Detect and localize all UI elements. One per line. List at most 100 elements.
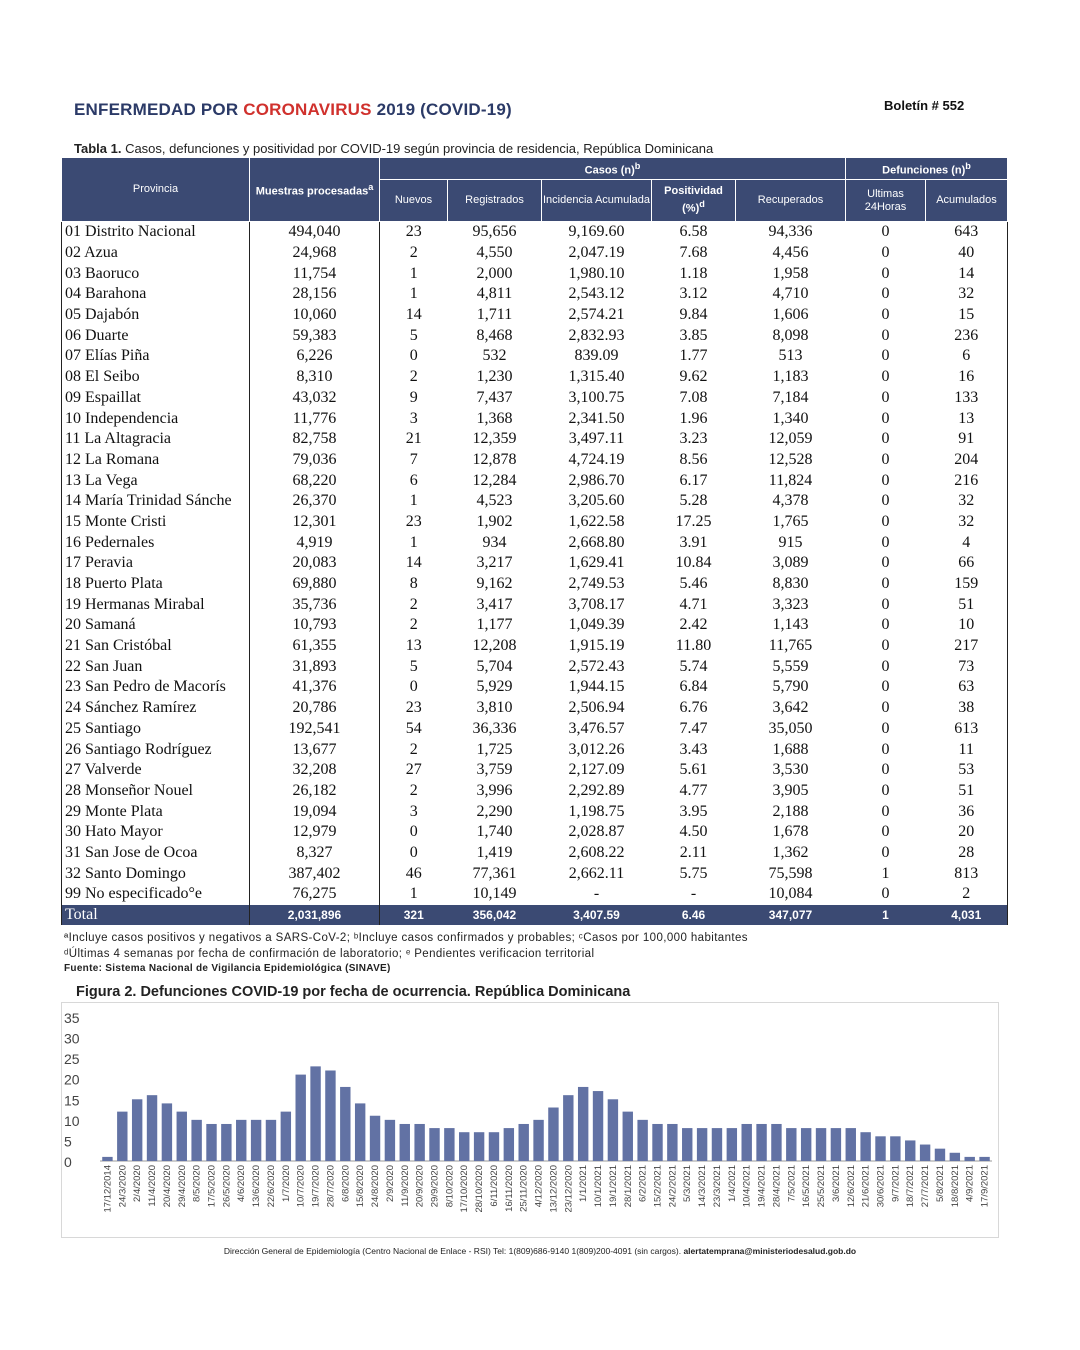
bar (399, 1123, 410, 1161)
cell-provincia: 99 No especificado°e (61, 884, 250, 905)
cell-muestras: 4,919 (249, 532, 380, 553)
cell-registrados: 3,217 (476, 554, 513, 572)
x-tick-label: 4/9/2021 (965, 1165, 976, 1202)
total-row: Total 2,031,896 321 356,042 3,407.59 6.46 347,… (61, 904, 1008, 925)
cell-positividad: 3.85 (679, 326, 708, 344)
cell-muestras: 31,893 (249, 656, 380, 678)
cell-provincia: 04 Barahona (61, 284, 250, 305)
cell-nuevos: 2 (409, 595, 418, 613)
x-tick-label: 28/4/2021 (771, 1165, 782, 1207)
bar (890, 1136, 901, 1161)
cell-incidencia: 2,574.21 (568, 306, 625, 324)
data-source: Fuente: Sistema Nacional de Vigilancia E… (64, 963, 391, 974)
cell-incidencia: 3,205.60 (568, 492, 625, 510)
bar (934, 1148, 946, 1161)
cell-registrados: 95,656 (472, 223, 517, 241)
x-tick-label: 25/11/2020 (519, 1165, 530, 1212)
table-row: 06 Duarte 59,383 5 8,468 2,832.93 3.85 8,098 0 2… (61, 325, 1008, 347)
cell-muestras: 13,677 (249, 739, 380, 760)
cell-ultimas: 0 (881, 471, 890, 489)
cell-provincia: 25 Santiago (61, 718, 250, 740)
cell-acumulados: 36 (925, 801, 1008, 822)
cell-muestras: 2,031,896 (249, 904, 380, 925)
x-tick-label: 30/6/2021 (876, 1165, 887, 1207)
cell-muestras: 11,776 (249, 408, 380, 429)
cell-recuperados: 1,362 (772, 843, 809, 861)
cell-registrados: 12,208 (472, 637, 517, 655)
bar (711, 1128, 723, 1161)
cell-nuevos: 0 (409, 678, 418, 696)
x-tick-label: 18/8/2021 (950, 1165, 961, 1207)
x-tick-label: 28/7/2020 (325, 1165, 336, 1207)
cell-ultimas: 0 (881, 285, 890, 303)
bar (696, 1128, 708, 1161)
cases-table: Provincia Muestras procesadasa Casos (n)… (61, 157, 1008, 925)
cell-registrados: 12,284 (472, 471, 517, 489)
x-tick-label: 10/1/2021 (593, 1165, 604, 1207)
cell-muestras: 32,208 (249, 759, 380, 781)
cell-registrados: 4,550 (476, 244, 513, 262)
cell-muestras: 20,083 (249, 553, 380, 574)
deaths-chart: 0 5 10 15 20 25 30 35 17/12/2014 24/3/2020 2/4/202… (61, 1002, 999, 1238)
header-incidencia: Incidencia Acumulada (541, 179, 652, 222)
cell-recuperados: 11,765 (768, 637, 813, 655)
x-tick-label: 3/6/2021 (831, 1165, 842, 1202)
cell-recuperados: 1,606 (772, 306, 809, 324)
bar (518, 1123, 529, 1161)
cell-nuevos: 54 (405, 719, 422, 737)
bar (964, 1156, 975, 1161)
cell-positividad: 5.61 (679, 761, 708, 779)
cell-muestras: 10,793 (249, 615, 380, 636)
cell-recuperados: 1,765 (772, 512, 809, 530)
y-tick-label: 10 (64, 1113, 80, 1129)
x-tick-label: 10/7/2020 (296, 1165, 307, 1207)
bar (236, 1119, 247, 1161)
cell-registrados: 1,711 (476, 306, 513, 324)
cell-ultimas: 0 (881, 533, 890, 551)
cell-muestras: 12,979 (249, 821, 380, 843)
cell-acumulados: 20 (925, 821, 1008, 843)
cell-incidencia: 1,315.40 (568, 368, 625, 386)
cell-nuevos: 46 (405, 864, 422, 882)
cell-recuperados: 75,598 (768, 864, 813, 882)
cell-provincia: 27 Valverde (61, 759, 250, 781)
cell-positividad: 5.75 (679, 864, 708, 882)
cell-registrados: 934 (482, 533, 507, 551)
cell-provincia: 14 María Trinidad Sánche (61, 490, 250, 512)
cell-acumulados: 14 (925, 263, 1008, 285)
x-tick-label: 2/4/2020 (132, 1165, 143, 1202)
cell-acumulados: 4,031 (925, 904, 1008, 925)
bar (161, 1103, 173, 1161)
cell-provincia: 24 Sánchez Ramírez (61, 697, 250, 719)
table-row: 18 Puerto Plata 69,880 8 9,162 2,749.53 5.46 8… (61, 573, 1008, 595)
cell-incidencia: 2,341.50 (568, 409, 625, 427)
cell-muestras: 76,275 (249, 884, 380, 905)
bar (414, 1123, 425, 1161)
cell-provincia: 13 La Vega (61, 470, 250, 491)
cell-registrados: 77,361 (472, 864, 517, 882)
cell-incidencia: 9,169.60 (568, 223, 625, 241)
x-tick-label: 5/8/2021 (935, 1165, 946, 1202)
cell-provincia: 16 Pedernales (61, 532, 250, 553)
cell-nuevos: 1 (409, 533, 418, 551)
table-row: 15 Monte Cristi 12,301 23 1,902 1,622.58 17.2… (61, 511, 1008, 533)
x-tick-label: 5/3/2021 (682, 1165, 693, 1202)
cell-provincia: 26 Santiago Rodríguez (61, 739, 250, 760)
cell-incidencia: 2,832.93 (568, 326, 625, 344)
cell-recuperados: 1,183 (772, 368, 809, 386)
bar (979, 1156, 990, 1161)
cell-nuevos: 23 (405, 699, 422, 717)
cell-recuperados: 4,378 (772, 492, 809, 510)
cell-ultimas: 0 (881, 264, 890, 282)
cell-positividad: 3.12 (679, 285, 708, 303)
cell-positividad: 1.96 (679, 409, 708, 427)
cell-incidencia: 2,506.94 (568, 699, 625, 717)
cell-incidencia: 2,572.43 (568, 657, 625, 675)
cell-recuperados: 11,824 (768, 471, 813, 489)
x-tick-label: 20/9/2020 (415, 1165, 426, 1207)
bar (295, 1074, 306, 1161)
deaths-chart-svg: 0 5 10 15 20 25 30 35 17/12/2014 24/3/2020 2/4/202… (64, 1010, 992, 1213)
cell-recuperados: 10,084 (768, 885, 813, 903)
bar (830, 1128, 842, 1161)
cell-incidencia: 3,476.57 (568, 719, 625, 737)
